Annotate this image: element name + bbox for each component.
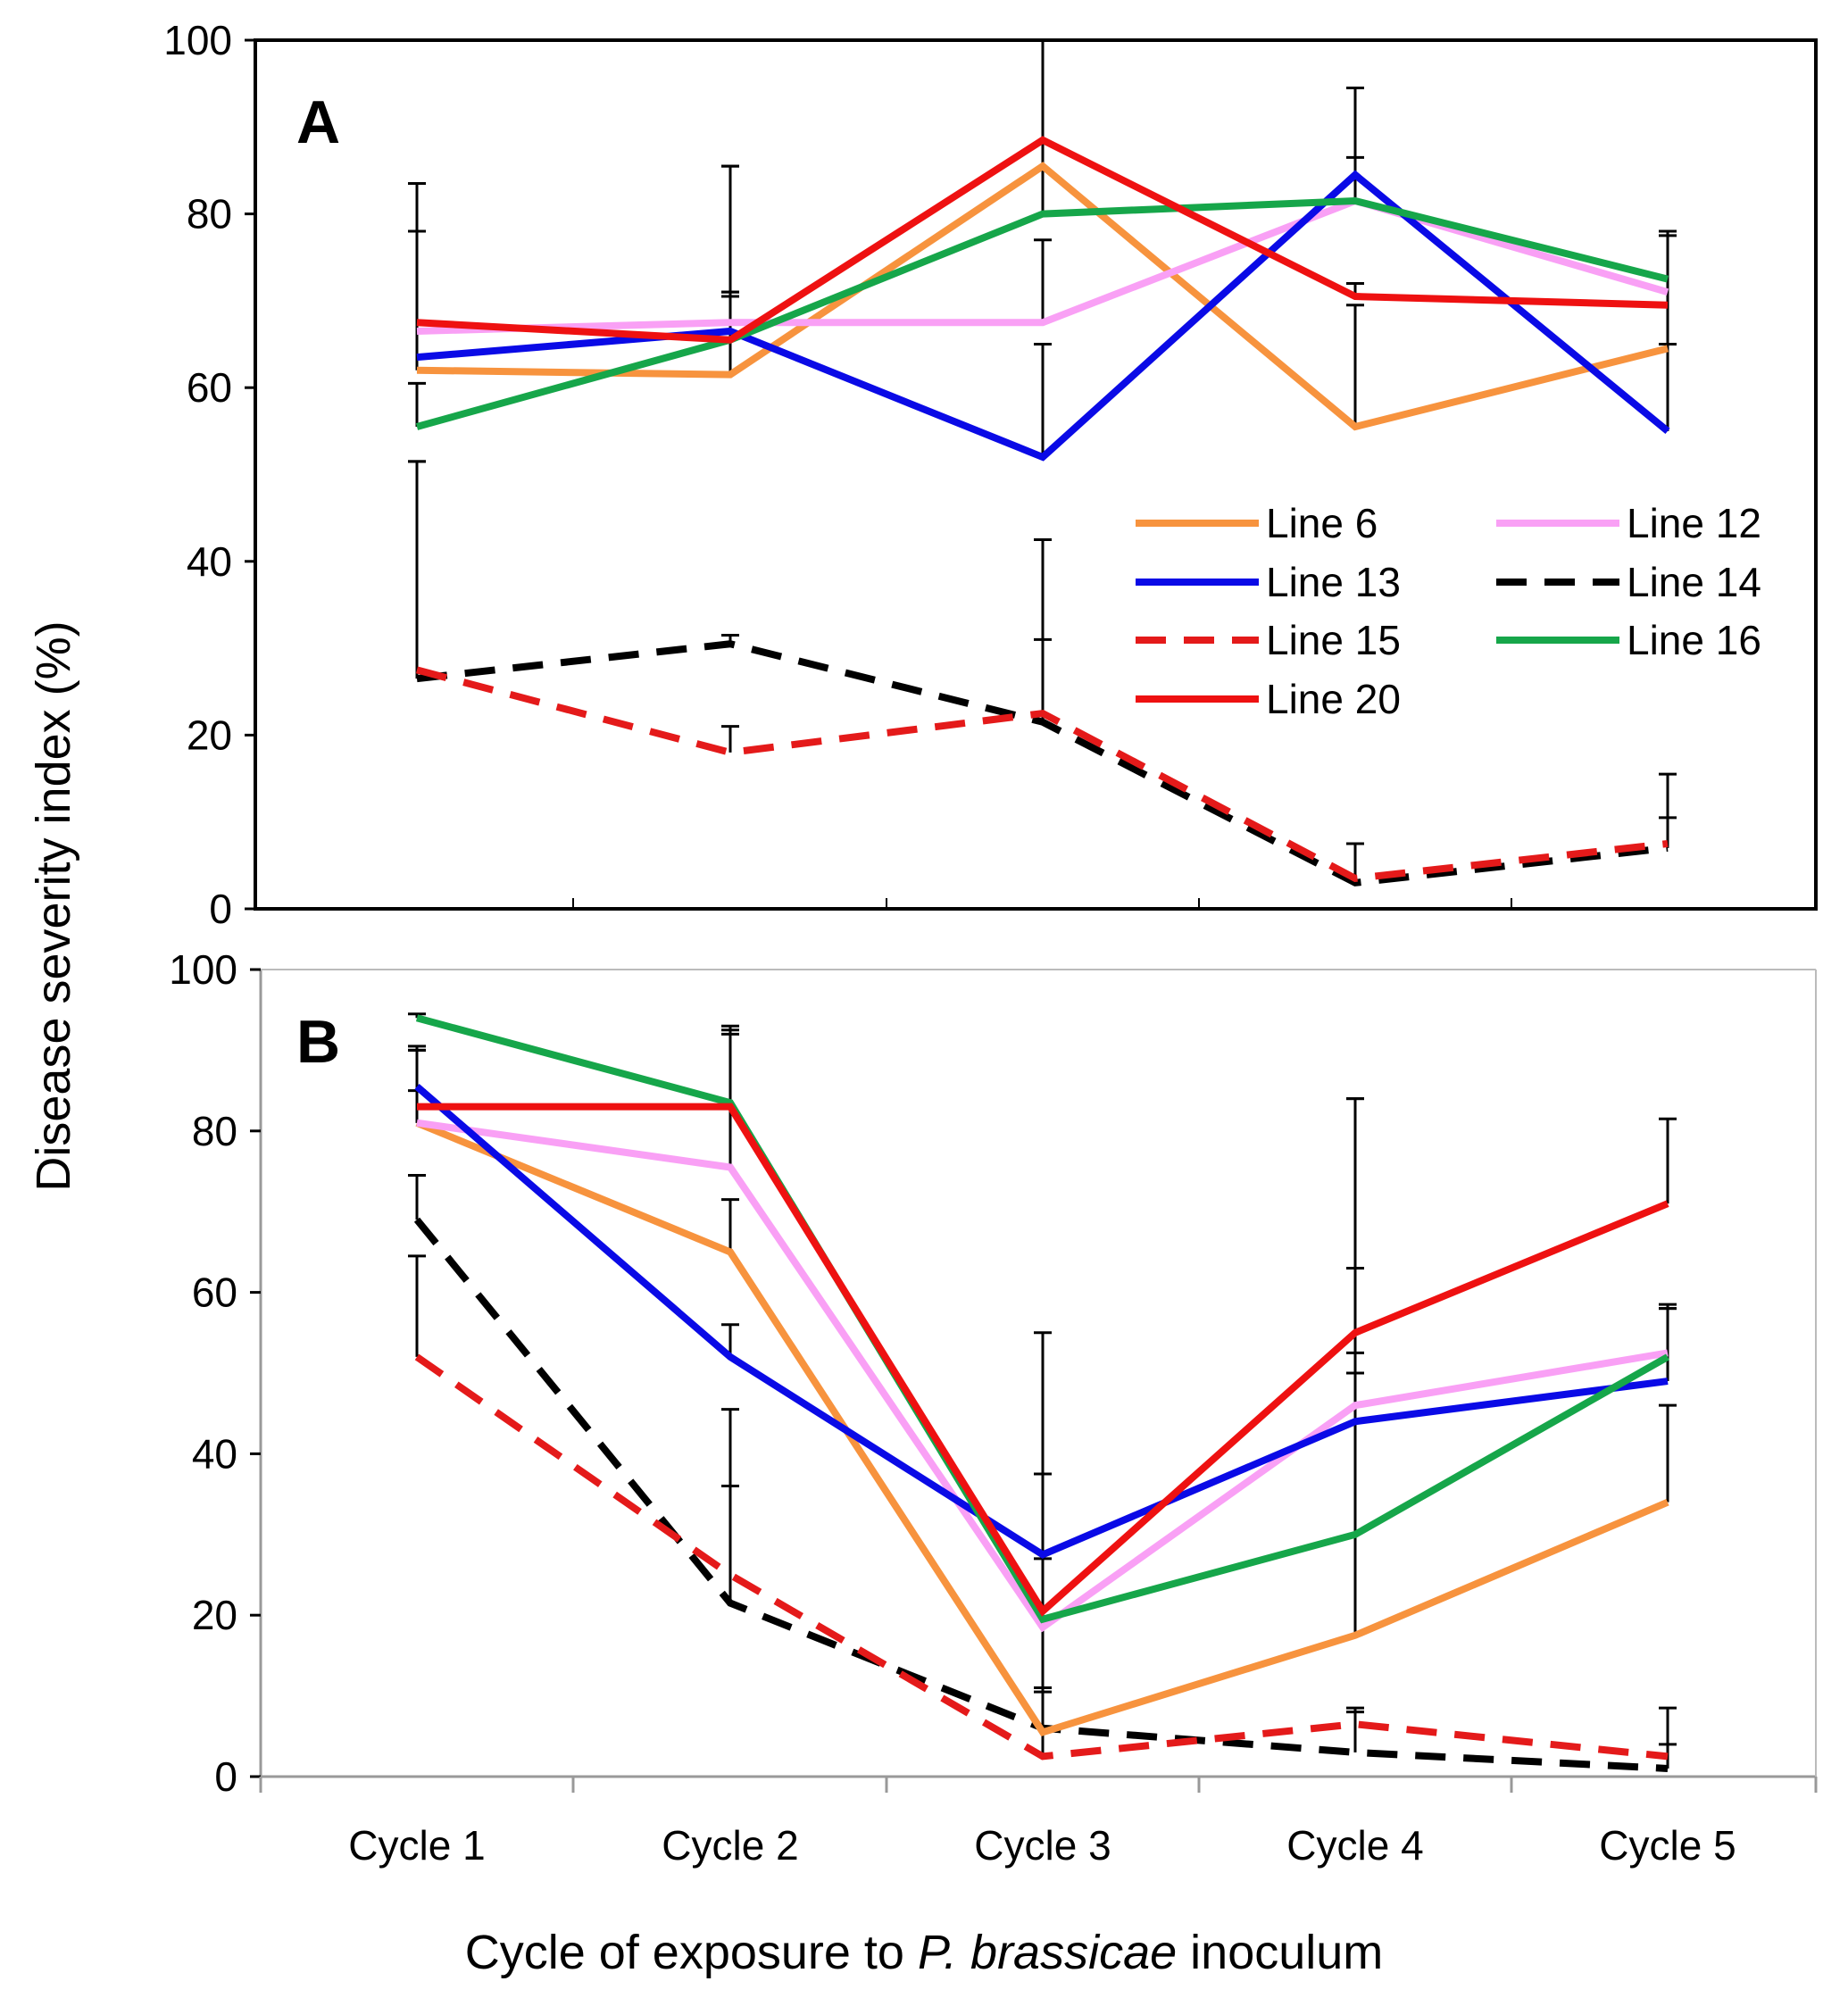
x-tick-label: Cycle 1 xyxy=(348,1822,485,1869)
series-line-line-6 xyxy=(416,162,1669,431)
x-tick-label: Cycle 3 xyxy=(974,1822,1111,1869)
series-line-line-12 xyxy=(416,196,1669,335)
y-tick-label: 60 xyxy=(192,1270,237,1316)
y-tick-label: 100 xyxy=(163,17,232,63)
series-line-line-13 xyxy=(414,1084,1669,1559)
x-tick-label: Cycle 5 xyxy=(1599,1822,1736,1869)
x-tick-label: Cycle 4 xyxy=(1286,1822,1423,1869)
y-tick-label: 100 xyxy=(169,946,237,993)
legend-label: Line 12 xyxy=(1627,500,1761,546)
legend-label: Line 13 xyxy=(1266,559,1401,605)
series-line-line-6 xyxy=(415,1120,1669,1736)
y-tick-label: 20 xyxy=(187,712,232,758)
series-line-line-20 xyxy=(416,136,1669,344)
panel-b-plot xyxy=(408,1012,1677,1772)
legend-label: Line 16 xyxy=(1627,617,1761,663)
y-tick-label: 80 xyxy=(192,1108,237,1154)
y-axis-title: Disease severity index (%) xyxy=(27,620,80,1191)
x-tick-label: Cycle 2 xyxy=(662,1822,798,1869)
series-line-line-14 xyxy=(416,640,1669,887)
series-line-line-15 xyxy=(414,1353,1669,1761)
y-tick-label: 20 xyxy=(192,1592,237,1638)
legend: Line 6 Line 12 Line 13 Line 14 Line 15 Line 1… xyxy=(1136,500,1761,722)
legend-label: Line 15 xyxy=(1266,617,1401,663)
y-tick-label: 0 xyxy=(214,1753,237,1800)
y-tick-label: 60 xyxy=(187,364,232,411)
y-tick-label: 40 xyxy=(187,538,232,585)
panel-b-label: B xyxy=(296,1008,340,1076)
legend-label: Line 20 xyxy=(1266,676,1401,722)
series-line-line-16 xyxy=(415,196,1669,430)
series-line-line-20 xyxy=(417,1103,1669,1617)
series-line-line-13 xyxy=(416,170,1670,462)
legend-label: Line 6 xyxy=(1266,500,1378,546)
y-tick-label: 80 xyxy=(187,191,232,237)
series-line-line-15 xyxy=(415,666,1669,883)
series-line-line-16 xyxy=(415,1014,1669,1624)
y-tick-label: 0 xyxy=(209,886,232,932)
panel-a-plot xyxy=(408,38,1677,887)
series-line-line-12 xyxy=(416,1119,1669,1633)
x-axis-title: Cycle of exposure to P. brassicae inocul… xyxy=(465,1926,1384,1979)
legend-label: Line 14 xyxy=(1627,559,1761,605)
panel-a-label: A xyxy=(296,88,340,156)
y-tick-label: 40 xyxy=(192,1430,237,1477)
